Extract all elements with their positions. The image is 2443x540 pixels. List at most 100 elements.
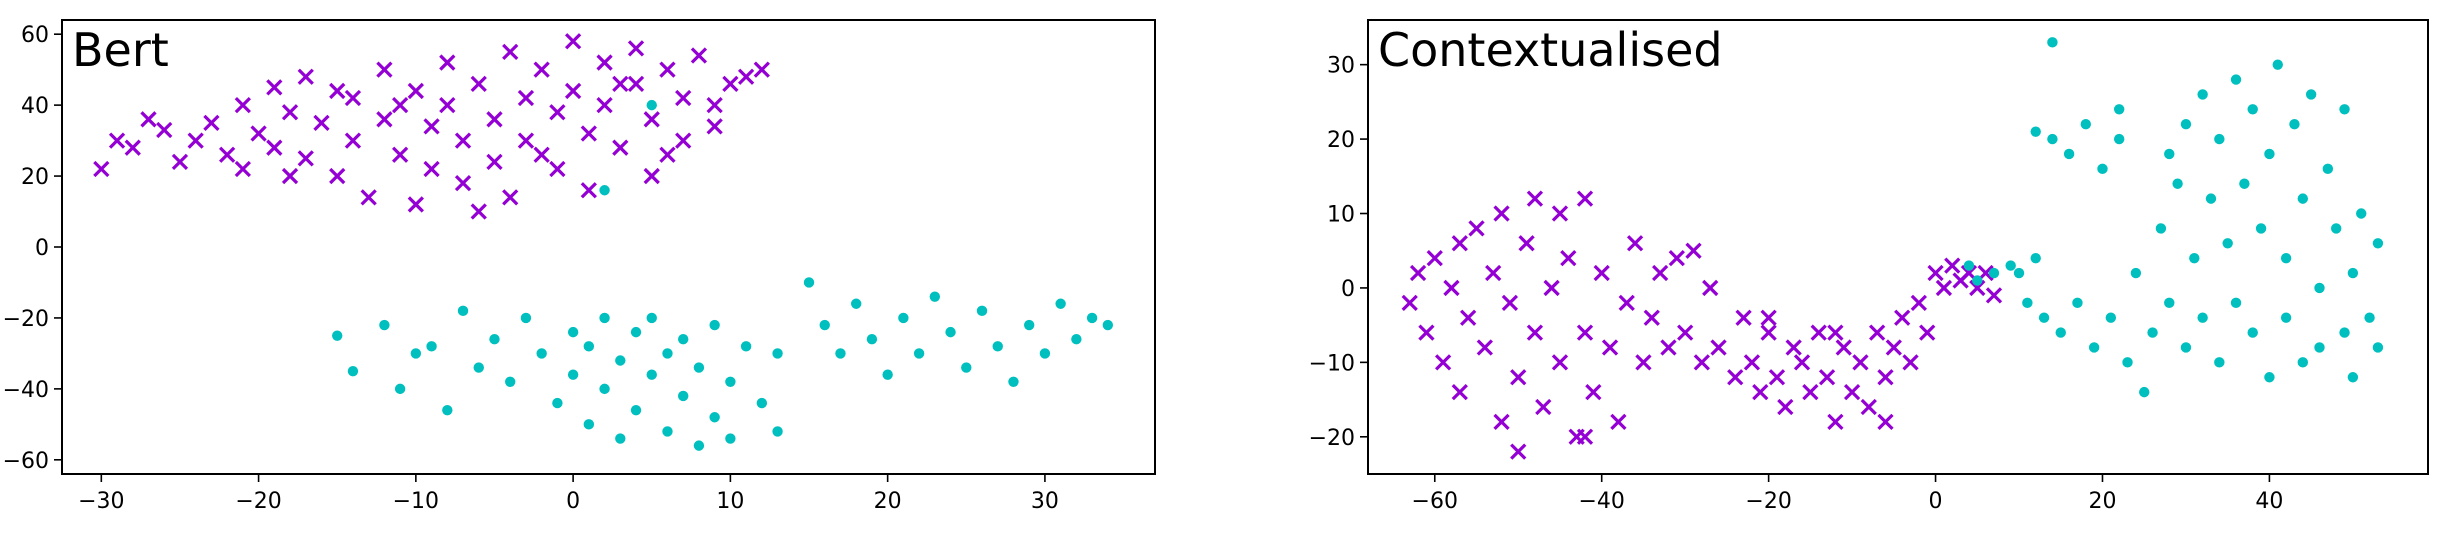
contextualised-data-points (1401, 37, 2384, 460)
bert-x-marker-point (533, 146, 550, 163)
contextualised-x-marker-point (1902, 354, 1919, 371)
bert-x-marker-point (218, 146, 236, 163)
bert-x-marker-point (454, 175, 472, 192)
contextualised-panel: −60 −40 −20 0 20 40 −20 −10 0 10 20 30 Contextualis… (1309, 19, 2429, 514)
contextualised-x-marker-point (1935, 279, 1953, 297)
contextualised-x-tick-label: −40 (1578, 489, 1624, 514)
bert-x-tick-label: 20 (874, 489, 902, 514)
bert-x-marker-point (596, 96, 613, 114)
bert-dot-marker-point (567, 326, 579, 338)
contextualised-x-marker-point (1693, 354, 1710, 371)
contextualised-x-marker-point (1685, 242, 1702, 259)
contextualised-x-marker-point (1985, 287, 2003, 304)
contextualised-x-marker-point (1727, 369, 1744, 386)
contextualised-dot-marker-point (2113, 104, 2125, 115)
bert-y-tick-label: −60 (3, 449, 49, 474)
bert-dot-marker-point (850, 298, 862, 309)
bert-x-marker-point (140, 111, 157, 128)
contextualised-x-marker-point (1860, 398, 1877, 416)
contextualised-dot-marker-point (2214, 357, 2225, 368)
contextualised-dot-marker-point (2305, 89, 2317, 100)
bert-x-marker-point (329, 82, 346, 100)
contextualised-panel-title: Contextualised (1378, 23, 1723, 77)
contextualised-dot-marker-point (2180, 342, 2192, 353)
bert-dot-marker-point (599, 185, 610, 196)
contextualised-x-marker-point (1868, 324, 1886, 341)
contextualised-dot-marker-point (2280, 312, 2292, 323)
contextualised-x-marker-point (1702, 279, 1719, 297)
contextualised-x-marker-point (1485, 264, 1502, 282)
contextualised-dot-marker-point (2264, 148, 2275, 160)
bert-dot-marker-point (426, 341, 437, 352)
contextualised-dot-marker-point (2314, 282, 2325, 294)
contextualised-axes-frame (1367, 19, 2429, 475)
bert-x-marker-point (675, 132, 692, 149)
bert-y-tick-label: 0 (35, 236, 49, 261)
bert-x-marker-point (454, 132, 472, 149)
contextualised-x-marker-point (1551, 205, 1569, 222)
bert-dot-marker-point (567, 369, 579, 380)
bert-data-points (93, 33, 1114, 451)
contextualised-x-marker-point (1651, 264, 1669, 282)
bert-dot-marker-point (709, 319, 720, 331)
contextualised-dot-marker-point (2172, 178, 2183, 189)
contextualised-dot-marker-point (2289, 118, 2300, 130)
bert-dot-marker-point (630, 326, 642, 338)
bert-x-marker-point (549, 104, 566, 121)
contextualised-axis-ticks: −60 −40 −20 0 20 40 −20 −10 0 10 20 30 (1309, 54, 2284, 514)
contextualised-x-marker-point (1760, 309, 1777, 326)
contextualised-dot-marker-point (2088, 342, 2100, 353)
bert-dot-marker-point (662, 348, 673, 359)
bert-dot-marker-point (646, 369, 657, 380)
contextualised-x-marker-point (1443, 279, 1460, 297)
bert-x-marker-point (281, 104, 299, 121)
bert-x-marker-point (187, 132, 204, 149)
contextualised-x-marker-point (1777, 398, 1794, 416)
contextualised-x-marker-point (1944, 257, 1961, 274)
contextualised-x-marker-point (1969, 279, 1986, 297)
bert-dot-marker-point (678, 390, 689, 402)
contextualised-x-marker-point (1576, 324, 1594, 341)
bert-x-marker-point (297, 68, 314, 85)
contextualised-dot-marker-point (2247, 104, 2258, 115)
bert-x-marker-point (124, 139, 141, 156)
contextualised-x-marker-point (1518, 235, 1535, 252)
contextualised-y-tick-label: 10 (1327, 203, 1355, 228)
contextualised-x-marker-point (1852, 354, 1869, 371)
bert-x-tick-label: −10 (393, 489, 439, 514)
bert-x-marker-point (156, 121, 173, 139)
bert-dot-marker-point (1039, 348, 1051, 359)
contextualised-dot-marker-point (2230, 297, 2242, 309)
bert-x-marker-point (486, 111, 503, 128)
bert-dot-marker-point (583, 341, 595, 352)
bert-dot-marker-point (410, 348, 422, 359)
contextualised-dot-marker-point (2356, 208, 2367, 219)
bert-dot-marker-point (898, 312, 909, 324)
bert-x-marker-point (643, 111, 660, 128)
contextualised-x-tick-label: 40 (2255, 489, 2283, 514)
bert-x-marker-point (344, 132, 362, 149)
contextualised-x-marker-point (1910, 294, 1928, 311)
contextualised-x-marker-point (1401, 294, 1418, 311)
contextualised-x-marker-point (1768, 369, 1786, 386)
contextualised-dot-marker-point (2197, 312, 2208, 323)
bert-dot-marker-point (615, 355, 626, 366)
contextualised-dot-marker-point (2055, 327, 2066, 338)
contextualised-x-marker-point (1510, 443, 1527, 460)
bert-dot-marker-point (457, 305, 469, 317)
bert-x-marker-point (502, 43, 519, 61)
contextualised-dot-marker-point (2314, 342, 2325, 353)
bert-x-marker-point (234, 96, 251, 114)
bert-x-marker-point (470, 75, 487, 92)
contextualised-x-tick-label: −60 (1412, 489, 1458, 514)
bert-x-marker-point (533, 61, 550, 78)
bert-dot-marker-point (693, 440, 705, 451)
bert-dot-marker-point (473, 362, 484, 373)
bert-dot-marker-point (709, 412, 720, 423)
contextualised-dot-marker-point (2005, 260, 2016, 271)
bert-panel: −30 −20 −10 0 10 20 30 −60 −40 −20 0 20 40 60 Bert (3, 19, 1156, 514)
contextualised-dot-marker-point (2113, 133, 2125, 145)
bert-x-marker-point (423, 118, 440, 135)
bert-y-tick-label: 40 (21, 94, 49, 119)
